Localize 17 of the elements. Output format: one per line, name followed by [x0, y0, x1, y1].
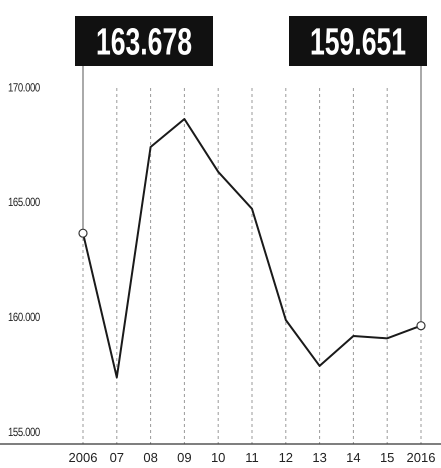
x-tick-label: 07	[110, 450, 124, 465]
x-tick-label: 2016	[406, 450, 436, 465]
x-tick-label: 12	[278, 450, 294, 465]
x-tick-label: 15	[380, 450, 394, 465]
x-tick-label: 13	[312, 450, 327, 465]
x-tick-label: 09	[177, 450, 192, 465]
data-label: 163.678	[96, 20, 192, 63]
y-tick-label: 155.000	[8, 426, 40, 440]
y-tick-label: 165.000	[8, 196, 40, 210]
x-tick-label: 08	[143, 450, 158, 465]
y-tick-label: 160.000	[8, 311, 40, 324]
x-tick-label: 2006	[68, 450, 98, 465]
x-tick-label: 11	[245, 450, 259, 465]
y-tick-label: 170.000	[8, 81, 40, 95]
x-tick-label: 14	[346, 450, 361, 465]
x-tick-label: 10	[210, 450, 226, 465]
data-label: 159.651	[310, 20, 406, 63]
